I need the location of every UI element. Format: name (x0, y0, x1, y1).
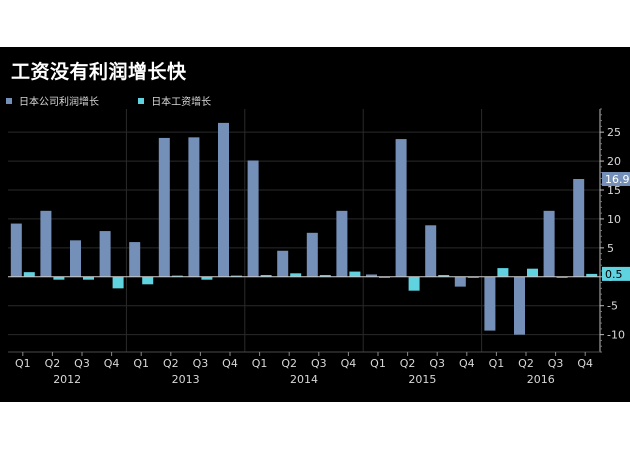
wage-bar (527, 268, 538, 277)
y-tick-label: -10 (607, 329, 625, 342)
x-tick-label: Q4 (459, 357, 475, 370)
x-tick-label: Q3 (311, 357, 327, 370)
legend-swatch-profit (6, 98, 12, 104)
y-tick-label: -5 (607, 300, 618, 313)
profit-bar (40, 210, 52, 277)
wage-bar (438, 275, 450, 277)
x-tick-label: Q1 (252, 357, 268, 370)
wage-bar (83, 276, 94, 280)
y-tick-label: 15 (607, 184, 621, 197)
legend-swatch-wage (138, 98, 145, 104)
profit-bar (247, 160, 259, 277)
wage-bar (112, 276, 124, 289)
chart-title: 工资没有利润增长快 (11, 61, 187, 83)
profit-bar (395, 139, 407, 277)
profit-bar (158, 137, 170, 277)
profit-bar (366, 274, 377, 277)
x-tick-label: Q4 (222, 357, 238, 370)
x-tick-label: Q2 (45, 357, 61, 370)
y-tick-label: 10 (607, 213, 621, 226)
profit-bar (70, 240, 81, 277)
year-label: 2015 (408, 373, 436, 386)
last-value-profit-bg (602, 172, 630, 187)
x-tick-label: Q4 (104, 357, 120, 370)
x-tick-label: Q4 (577, 357, 593, 370)
profit-bar (218, 122, 229, 277)
profit-bar (543, 210, 555, 277)
profit-bar (425, 225, 437, 277)
x-tick-label: Q2 (163, 357, 179, 370)
profit-bar (336, 210, 348, 277)
plot-area: -10-5051015202516.90.5Q1Q2Q3Q4Q1Q2Q3Q4Q1… (8, 108, 630, 386)
legend: 日本公司利润增长 日本工资增长 (6, 93, 247, 108)
x-tick-label: Q1 (15, 357, 31, 370)
wage-bar (260, 275, 272, 277)
wage-bar (408, 276, 420, 291)
x-tick-label: Q4 (341, 357, 357, 370)
legend-item-profit: 日本公司利润增长 (6, 93, 99, 108)
x-tick-label: Q1 (133, 357, 149, 370)
chart-panel: 工资没有利润增长快 日本公司利润增长 日本工资增长 -10-5051015202… (0, 47, 630, 402)
wage-bar (142, 276, 154, 285)
profit-bar (454, 276, 466, 287)
profit-bar (514, 276, 525, 335)
legend-label-wage: 日本工资增长 (151, 97, 212, 108)
x-tick-label: Q2 (281, 357, 297, 370)
x-tick-label: Q3 (548, 357, 564, 370)
wage-bar (171, 275, 183, 277)
x-tick-label: Q3 (193, 357, 209, 370)
x-tick-label: Q2 (400, 357, 416, 370)
last-value-profit: 16.9 (605, 173, 630, 186)
wage-bar (319, 275, 331, 277)
wage-bar (586, 273, 598, 277)
x-tick-label: Q1 (489, 357, 505, 370)
legend-item-wage: 日本工资增长 (138, 93, 211, 108)
wage-bar (23, 272, 35, 277)
x-tick-label: Q2 (518, 357, 534, 370)
wage-bar (290, 273, 302, 277)
profit-bar (277, 250, 289, 277)
y-tick-label: 5 (607, 242, 614, 255)
profit-bar (484, 276, 496, 331)
last-value-wage: 0.5 (605, 268, 623, 281)
wage-bar (231, 275, 242, 277)
wage-bar (349, 271, 361, 277)
x-tick-label: Q3 (429, 357, 445, 370)
legend-label-profit: 日本公司利润增长 (19, 97, 99, 108)
wage-bar (53, 276, 65, 280)
x-tick-label: Q1 (370, 357, 386, 370)
profit-bar (99, 231, 111, 277)
last-value-wage-bg (602, 266, 630, 281)
year-label: 2013 (172, 373, 200, 386)
profit-bar (306, 232, 318, 277)
profit-bar (188, 137, 200, 277)
y-tick-label: 25 (607, 126, 621, 139)
x-tick-label: Q3 (74, 357, 90, 370)
year-label: 2014 (290, 373, 318, 386)
wage-bar (201, 276, 213, 280)
y-tick-label: 20 (607, 155, 621, 168)
year-label: 2012 (53, 373, 81, 386)
profit-bar (10, 223, 22, 277)
profit-bar (129, 242, 141, 277)
year-label: 2016 (527, 373, 555, 386)
profit-bar (573, 179, 585, 277)
wage-bar (497, 268, 509, 277)
